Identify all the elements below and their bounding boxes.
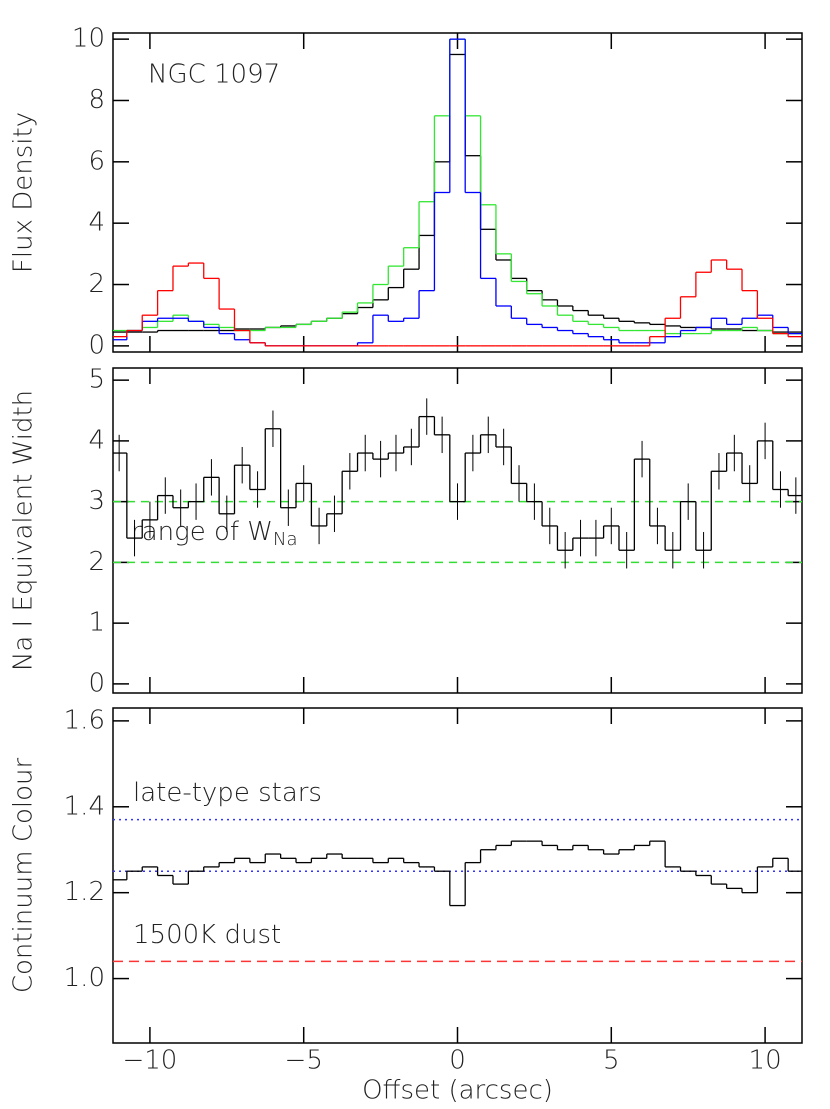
annotation: range of WNa: [131, 517, 298, 551]
y-tick-label: 8: [88, 85, 105, 115]
annotation-text: range of W: [131, 517, 273, 547]
y-tick-label: 4: [88, 208, 105, 238]
y-tick-label: 0: [88, 330, 105, 360]
reference-label: late-type stars: [133, 778, 322, 808]
y-axis-label: Continuum Colour: [9, 758, 39, 994]
y-tick-label: 0: [88, 668, 105, 698]
y-tick-label: 5: [88, 365, 105, 395]
y-axis-label: Na I Equivalent Width: [9, 390, 39, 671]
x-tick-label: 0: [449, 1046, 466, 1076]
x-tick-label: −10: [122, 1046, 177, 1076]
y-tick-label: 4: [88, 425, 105, 455]
y-tick-label: 3: [88, 486, 105, 516]
y-tick-label: 1.2: [64, 877, 105, 907]
annotation: NGC 1097: [148, 60, 280, 90]
y-axis-label: Flux Density: [9, 112, 39, 273]
x-tick-label: 10: [749, 1046, 782, 1076]
y-tick-label: 1: [88, 608, 105, 638]
y-tick-label: 1.4: [64, 791, 105, 821]
x-tick-label: −5: [285, 1046, 323, 1076]
y-tick-label: 1.6: [64, 705, 105, 735]
x-tick-label: 5: [603, 1046, 620, 1076]
y-tick-label: 1.0: [64, 963, 105, 993]
y-tick-label: 10: [72, 24, 105, 54]
y-tick-label: 2: [88, 547, 105, 577]
reference-label: 1500K dust: [133, 920, 281, 950]
y-tick-label: 6: [88, 146, 105, 176]
annotation-subscript: Na: [273, 529, 298, 550]
y-tick-label: 2: [88, 269, 105, 299]
x-axis-label: Offset (arcsec): [362, 1076, 553, 1106]
